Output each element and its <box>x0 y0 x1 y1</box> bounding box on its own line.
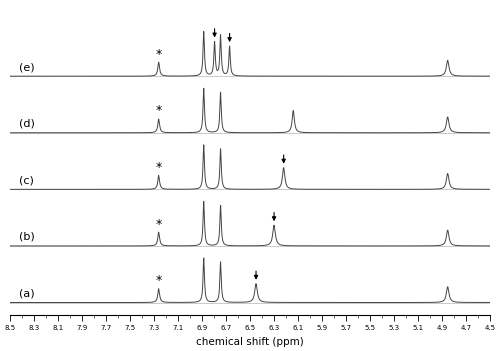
Text: (b): (b) <box>20 232 35 242</box>
X-axis label: chemical shift (ppm): chemical shift (ppm) <box>196 337 304 347</box>
Text: (a): (a) <box>20 289 35 298</box>
Text: (d): (d) <box>20 119 35 129</box>
Text: *: * <box>156 218 162 231</box>
Text: *: * <box>156 104 162 117</box>
Text: (e): (e) <box>20 62 35 72</box>
Text: *: * <box>156 274 162 287</box>
Text: *: * <box>156 161 162 174</box>
Text: (c): (c) <box>20 175 34 185</box>
Text: *: * <box>156 48 162 61</box>
